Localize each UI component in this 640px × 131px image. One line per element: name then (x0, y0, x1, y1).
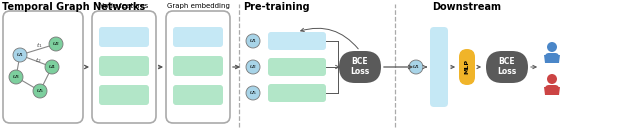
Text: Temporal Graph Networks: Temporal Graph Networks (2, 2, 145, 12)
FancyBboxPatch shape (173, 85, 223, 105)
FancyBboxPatch shape (3, 11, 83, 123)
FancyBboxPatch shape (268, 84, 326, 102)
Polygon shape (544, 87, 560, 95)
FancyBboxPatch shape (268, 58, 326, 76)
Circle shape (409, 60, 423, 74)
Text: Loss: Loss (350, 67, 370, 77)
FancyBboxPatch shape (173, 56, 223, 76)
FancyBboxPatch shape (430, 27, 448, 107)
Text: $u_5$: $u_5$ (249, 89, 257, 97)
Text: Downstream: Downstream (432, 2, 501, 12)
Text: $u_1$: $u_1$ (412, 63, 420, 71)
Text: Loss: Loss (497, 67, 516, 77)
Text: $u_3$: $u_3$ (12, 73, 20, 81)
Text: BCE: BCE (499, 58, 515, 67)
Circle shape (9, 70, 23, 84)
FancyBboxPatch shape (173, 27, 223, 47)
Text: MLP: MLP (465, 59, 470, 75)
Text: $u_1$: $u_1$ (249, 37, 257, 45)
FancyBboxPatch shape (545, 53, 559, 63)
Text: $u_5$: $u_5$ (36, 87, 44, 95)
FancyBboxPatch shape (99, 85, 149, 105)
Text: $t_1$: $t_1$ (36, 42, 42, 50)
FancyBboxPatch shape (92, 11, 156, 123)
Circle shape (246, 60, 260, 74)
Circle shape (547, 74, 557, 84)
Text: $u_2$: $u_2$ (249, 63, 257, 71)
Circle shape (246, 86, 260, 100)
Circle shape (45, 60, 59, 74)
Text: $u_1$: $u_1$ (16, 51, 24, 59)
Text: $u_4$: $u_4$ (48, 63, 56, 71)
FancyBboxPatch shape (486, 51, 528, 83)
FancyBboxPatch shape (545, 85, 559, 95)
Circle shape (547, 42, 557, 52)
FancyBboxPatch shape (99, 27, 149, 47)
Text: Pre-training: Pre-training (243, 2, 310, 12)
Text: Node features: Node features (99, 3, 148, 9)
FancyBboxPatch shape (268, 32, 326, 50)
Circle shape (49, 37, 63, 51)
FancyBboxPatch shape (459, 49, 475, 85)
FancyBboxPatch shape (339, 51, 381, 83)
Circle shape (33, 84, 47, 98)
Circle shape (13, 48, 27, 62)
FancyBboxPatch shape (166, 11, 230, 123)
Text: $t_2$: $t_2$ (35, 57, 42, 66)
Polygon shape (544, 55, 560, 63)
Text: $u_2$: $u_2$ (52, 40, 60, 48)
Text: Graph embedding: Graph embedding (166, 3, 229, 9)
Circle shape (246, 34, 260, 48)
FancyBboxPatch shape (99, 56, 149, 76)
Text: BCE: BCE (352, 58, 368, 67)
